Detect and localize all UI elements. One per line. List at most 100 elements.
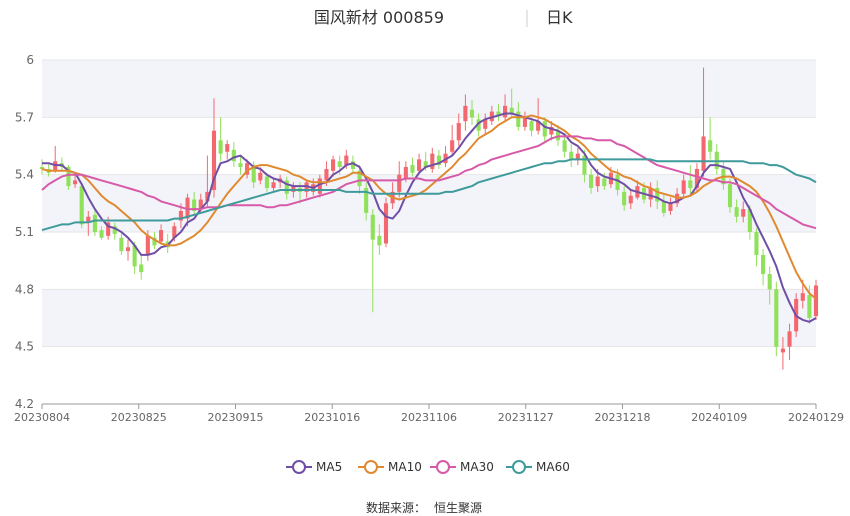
candle-body <box>145 235 150 255</box>
plot-band <box>42 289 816 347</box>
candle <box>575 147 580 166</box>
candle-body <box>370 214 375 240</box>
candle <box>383 197 389 248</box>
candle-body <box>79 186 84 225</box>
x-tick-label: 20240129 <box>788 411 844 424</box>
source-label: 数据来源： <box>366 500 426 515</box>
candle-body <box>225 144 230 152</box>
candle <box>668 197 673 215</box>
candle-body <box>331 159 336 171</box>
candle-body <box>383 203 389 244</box>
candle <box>562 134 567 158</box>
candle-body <box>787 331 792 347</box>
candle-body <box>807 295 812 318</box>
legend-label: MA30 <box>460 460 494 474</box>
candle-body <box>529 121 534 131</box>
candle <box>456 113 461 146</box>
candle-body <box>754 232 759 255</box>
candle-body <box>747 209 752 232</box>
x-tick-label: 20231127 <box>498 411 554 424</box>
candle-body <box>562 140 567 152</box>
candle-body <box>258 172 263 181</box>
candle-body <box>522 117 527 127</box>
candle <box>469 100 475 125</box>
candle-body <box>417 159 422 171</box>
chart-title: 国风新材 000859 <box>314 8 444 27</box>
candle <box>99 226 104 240</box>
y-tick-label: 5.4 <box>15 168 34 182</box>
candle-body <box>192 199 197 211</box>
candle <box>284 176 289 200</box>
candle-body <box>622 191 627 206</box>
candle <box>542 117 547 143</box>
candle-body <box>205 191 210 202</box>
ma60-line <box>41 158 817 232</box>
candle <box>450 124 455 156</box>
candle <box>238 155 243 175</box>
candle <box>681 174 686 198</box>
candle-body <box>337 161 342 168</box>
candle <box>714 144 719 175</box>
candle-body <box>648 188 653 200</box>
candle-body <box>251 165 256 183</box>
legend-item-ma30[interactable]: MA30 <box>430 460 494 474</box>
candle-body <box>86 216 91 223</box>
candle-body <box>509 107 514 114</box>
candle-body <box>178 210 183 221</box>
candle <box>112 222 117 240</box>
candle <box>767 266 772 305</box>
candle <box>39 159 45 175</box>
ma10-line <box>41 114 817 300</box>
candle <box>628 189 633 210</box>
candle <box>780 337 785 370</box>
candle <box>317 174 322 198</box>
candle <box>430 147 435 173</box>
candle-body <box>430 153 435 169</box>
candle <box>364 182 369 221</box>
candle-body <box>483 119 488 129</box>
candle-body <box>668 203 673 211</box>
legend-label: MA60 <box>536 460 570 474</box>
candle <box>708 117 713 160</box>
plot-band <box>42 174 816 232</box>
legend[interactable]: MA5 MA10 MA30 MA60 <box>286 460 570 474</box>
legend-label: MA5 <box>316 460 342 474</box>
candle <box>549 121 554 141</box>
candle <box>661 193 666 217</box>
legend-item-ma5[interactable]: MA5 <box>286 460 342 474</box>
candle-body <box>344 155 349 166</box>
candle-body <box>159 230 164 242</box>
candle <box>377 224 382 255</box>
candle <box>727 178 733 213</box>
candle <box>443 146 448 168</box>
candle <box>496 103 501 122</box>
candle-body <box>423 161 428 168</box>
y-tick-label: 5.7 <box>15 110 34 124</box>
candle-body <box>734 207 739 217</box>
candle-body <box>112 226 117 234</box>
candle-body <box>761 254 766 275</box>
candle <box>529 117 534 137</box>
candle <box>417 153 422 175</box>
source-name: 恒生聚源 <box>434 501 482 515</box>
plot-bands <box>42 60 816 347</box>
candle <box>569 144 574 168</box>
candle <box>655 180 660 210</box>
candle-body <box>813 285 819 317</box>
candle-body <box>727 184 733 208</box>
candle-body <box>92 214 97 232</box>
candle-body <box>503 105 508 118</box>
plot-band <box>42 60 816 118</box>
x-tick-label: 20231218 <box>595 411 651 424</box>
candle-body <box>701 136 706 171</box>
candle-body <box>800 293 805 301</box>
candle-body <box>582 155 587 175</box>
candle-body <box>615 174 620 190</box>
candle-body <box>264 176 269 189</box>
period-tab-daily[interactable]: 日K <box>546 8 573 27</box>
candle <box>119 232 124 255</box>
legend-item-ma60[interactable]: MA60 <box>506 460 570 474</box>
candle-body <box>125 247 131 252</box>
legend-item-ma10[interactable]: MA10 <box>358 460 422 474</box>
